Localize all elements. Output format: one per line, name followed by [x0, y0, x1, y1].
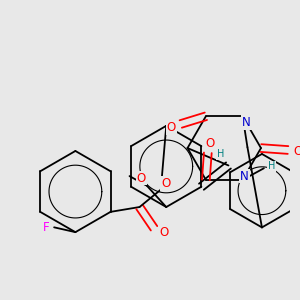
Text: O: O: [136, 172, 146, 184]
Text: H: H: [268, 161, 275, 171]
Text: O: O: [161, 177, 170, 190]
Text: N: N: [240, 169, 249, 182]
Text: F: F: [43, 221, 50, 234]
Text: H: H: [217, 149, 224, 159]
Text: N: N: [242, 116, 251, 129]
Text: O: O: [293, 146, 300, 158]
Text: O: O: [159, 226, 168, 239]
Text: O: O: [167, 122, 176, 134]
Text: O: O: [205, 136, 214, 150]
